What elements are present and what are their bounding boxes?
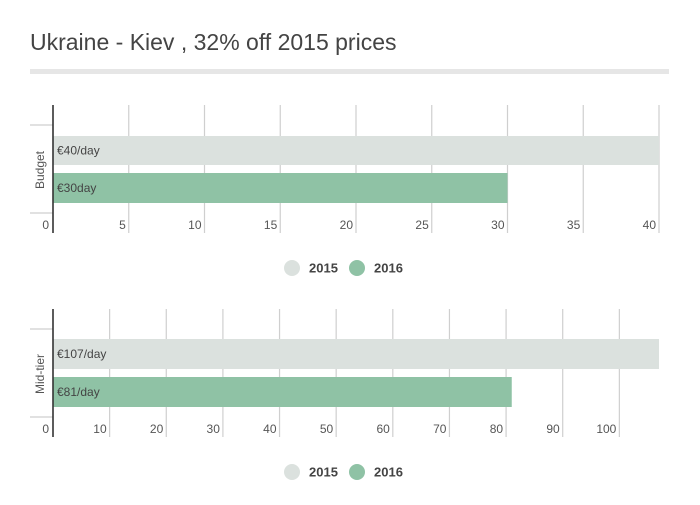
x-tick-label: 0	[42, 422, 49, 436]
x-tick-label: 0	[42, 218, 49, 232]
title-divider	[30, 69, 669, 74]
x-tick-label: 80	[490, 422, 504, 436]
x-tick-label: 30	[207, 422, 221, 436]
x-tick-label: 10	[188, 218, 202, 232]
bar-mid-tier-2015	[53, 339, 659, 369]
x-tick-label: 15	[264, 218, 278, 232]
legend-label: 2016	[374, 261, 403, 276]
category-label: Budget	[33, 150, 47, 189]
chart-title: Ukraine - Kiev , 32% off 2015 prices	[30, 29, 397, 55]
bar-budget-2015	[53, 136, 659, 165]
x-tick-label: 25	[415, 218, 429, 232]
x-tick-label: 20	[150, 422, 164, 436]
x-tick-label: 40	[263, 422, 277, 436]
legend-label: 2015	[309, 261, 338, 276]
bar-mid-tier-2016	[53, 377, 512, 407]
x-tick-label: 60	[376, 422, 390, 436]
legend-label: 2016	[374, 465, 403, 480]
bar-data-label: €40/day	[57, 144, 100, 158]
bar-data-label: €30day	[57, 181, 96, 195]
legend-marker-2015	[284, 260, 300, 276]
x-tick-label: 70	[433, 422, 447, 436]
x-tick-label: 30	[491, 218, 505, 232]
x-tick-label: 20	[340, 218, 354, 232]
bar-budget-2016	[53, 173, 508, 203]
x-tick-label: 35	[567, 218, 581, 232]
category-label: Mid-tier	[33, 354, 47, 394]
bar-data-label: €81/day	[57, 385, 100, 399]
legend-label: 2015	[309, 465, 338, 480]
x-tick-label: 5	[119, 218, 126, 232]
x-tick-label: 40	[643, 218, 657, 232]
x-tick-label: 100	[596, 422, 616, 436]
legend-marker-2016	[349, 464, 365, 480]
x-tick-label: 10	[93, 422, 107, 436]
legend-marker-2016	[349, 260, 365, 276]
x-tick-label: 90	[546, 422, 560, 436]
bar-data-label: €107/day	[57, 347, 106, 361]
legend-marker-2015	[284, 464, 300, 480]
x-tick-label: 50	[320, 422, 334, 436]
